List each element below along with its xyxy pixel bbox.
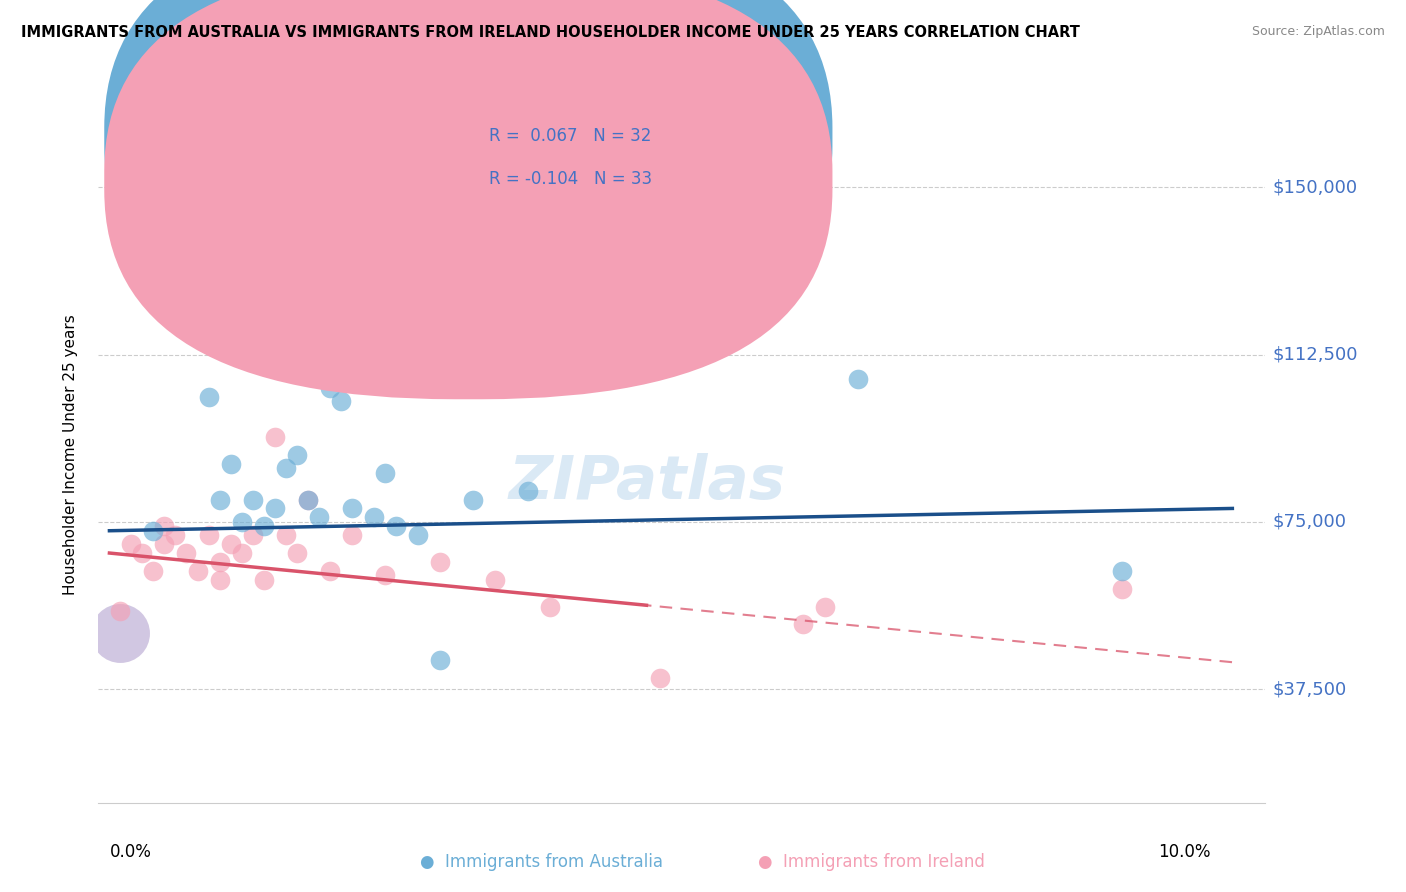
Point — [110, 604, 132, 618]
Point — [429, 653, 451, 667]
Point — [252, 573, 274, 587]
FancyBboxPatch shape — [437, 107, 752, 208]
Point — [285, 546, 308, 560]
Point — [318, 564, 340, 578]
Point — [242, 528, 264, 542]
Point — [297, 492, 319, 507]
Point — [792, 617, 814, 632]
Text: R =  0.067   N = 32: R = 0.067 N = 32 — [489, 127, 652, 145]
Text: 0.0%: 0.0% — [110, 843, 152, 861]
Point — [484, 573, 506, 587]
Point — [274, 528, 297, 542]
Point — [231, 546, 253, 560]
Text: $37,500: $37,500 — [1272, 680, 1347, 698]
Point — [197, 390, 219, 404]
Text: ●  Immigrants from Ireland: ● Immigrants from Ireland — [758, 853, 986, 871]
Point — [153, 537, 176, 551]
Point — [318, 381, 340, 395]
Point — [627, 287, 650, 301]
Text: $75,000: $75,000 — [1272, 513, 1347, 531]
Text: ZIPatlas: ZIPatlas — [509, 453, 786, 512]
Point — [516, 483, 538, 498]
Text: Source: ZipAtlas.com: Source: ZipAtlas.com — [1251, 25, 1385, 38]
Point — [153, 519, 176, 533]
Text: R = -0.104   N = 33: R = -0.104 N = 33 — [489, 170, 652, 188]
Point — [274, 461, 297, 475]
Point — [297, 492, 319, 507]
Point — [165, 528, 187, 542]
Point — [340, 528, 363, 542]
Point — [231, 515, 253, 529]
Point — [1111, 564, 1133, 578]
Point — [406, 528, 429, 542]
Point — [219, 537, 242, 551]
Point — [561, 269, 583, 284]
Point — [197, 528, 219, 542]
Point — [384, 519, 406, 533]
Point — [242, 492, 264, 507]
Point — [461, 492, 484, 507]
Point — [142, 524, 165, 538]
Point — [252, 519, 274, 533]
Point — [1111, 582, 1133, 596]
Point — [120, 537, 142, 551]
Point — [176, 546, 198, 560]
Point — [110, 626, 132, 640]
Point — [374, 466, 396, 480]
Point — [846, 372, 869, 386]
Point — [142, 564, 165, 578]
Point — [208, 555, 231, 569]
Point — [131, 546, 153, 560]
Point — [208, 573, 231, 587]
Point — [186, 314, 208, 328]
Text: $112,500: $112,500 — [1272, 345, 1358, 364]
Point — [165, 269, 187, 284]
Point — [374, 568, 396, 582]
Point — [340, 501, 363, 516]
Point — [263, 501, 285, 516]
Text: $150,000: $150,000 — [1272, 178, 1357, 196]
Point — [308, 510, 330, 524]
Point — [263, 430, 285, 444]
Point — [208, 492, 231, 507]
Point — [186, 564, 208, 578]
Point — [538, 599, 561, 614]
Point — [429, 555, 451, 569]
FancyBboxPatch shape — [104, 0, 832, 400]
FancyBboxPatch shape — [104, 0, 832, 355]
Text: ●  Immigrants from Australia: ● Immigrants from Australia — [420, 853, 662, 871]
Point — [329, 394, 352, 409]
Point — [648, 671, 671, 685]
Text: IMMIGRANTS FROM AUSTRALIA VS IMMIGRANTS FROM IRELAND HOUSEHOLDER INCOME UNDER 25: IMMIGRANTS FROM AUSTRALIA VS IMMIGRANTS … — [21, 25, 1080, 40]
Text: 10.0%: 10.0% — [1159, 843, 1211, 861]
Point — [814, 599, 837, 614]
Point — [219, 457, 242, 471]
Y-axis label: Householder Income Under 25 years: Householder Income Under 25 years — [63, 315, 77, 595]
Point — [363, 510, 385, 524]
Point — [285, 448, 308, 462]
